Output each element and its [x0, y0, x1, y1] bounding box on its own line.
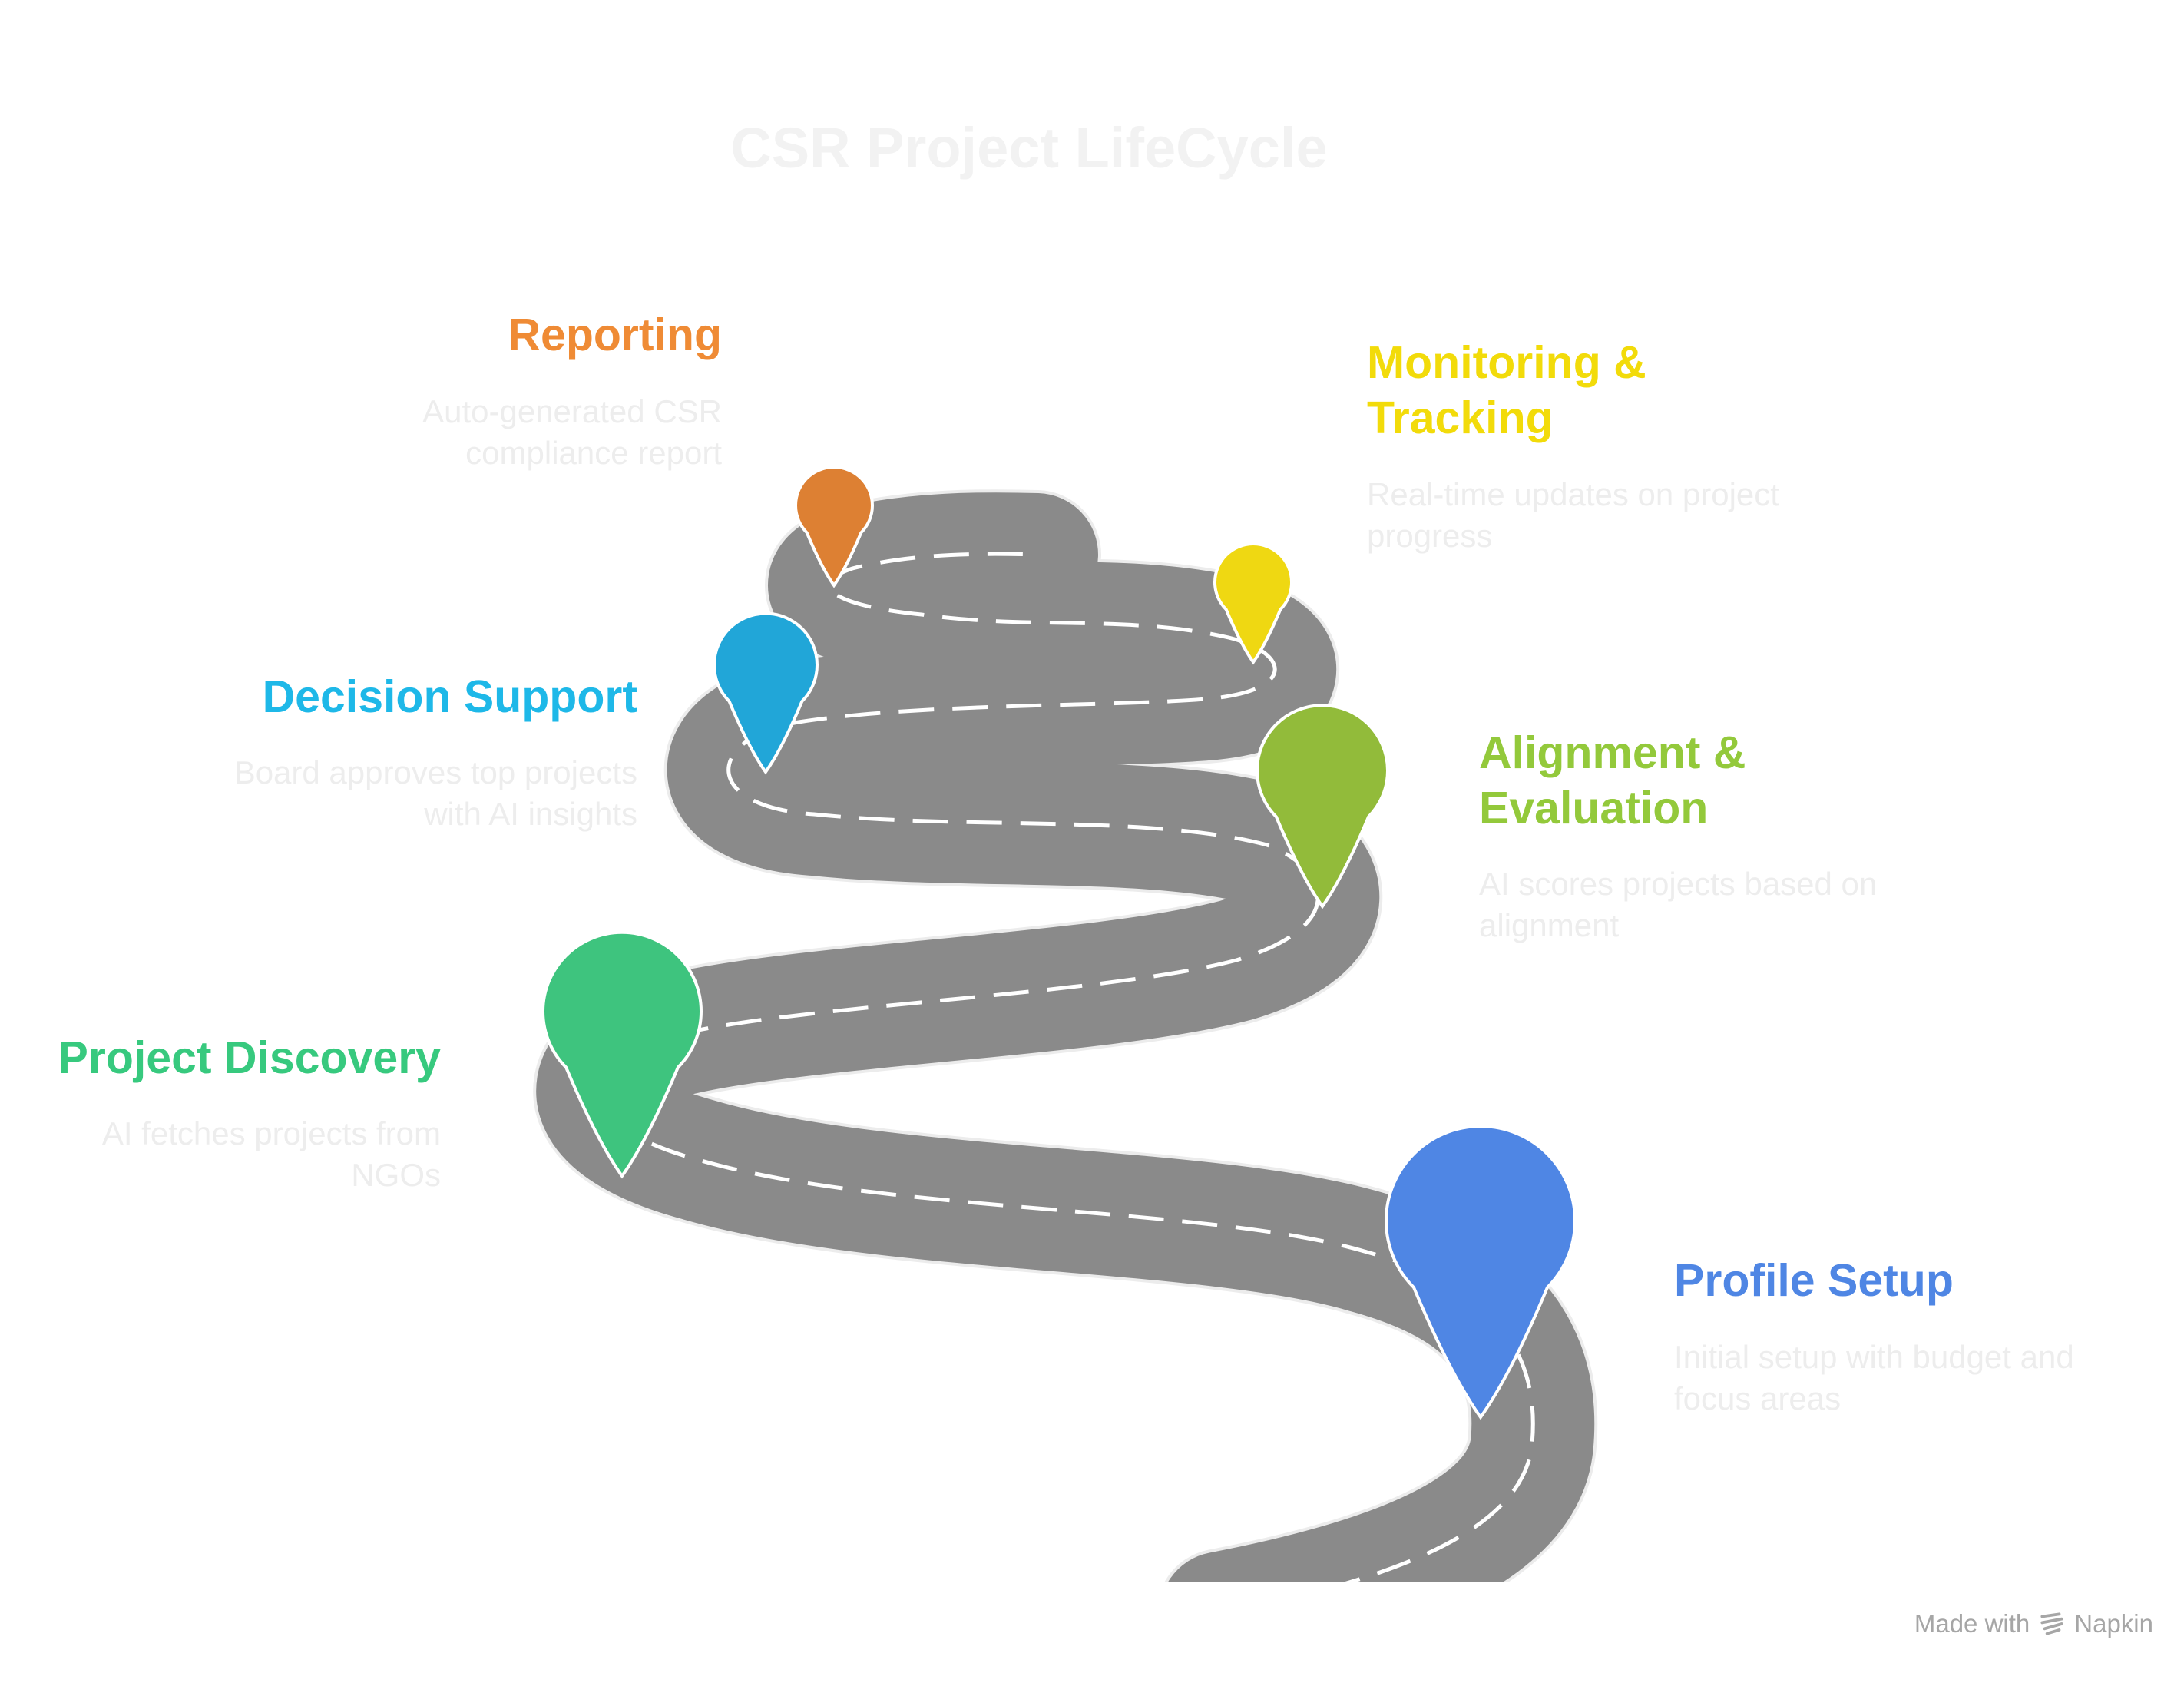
- made-with-napkin: Made with Napkin: [1914, 1609, 2153, 1638]
- map-pin-profile-icon: [1385, 1125, 1577, 1420]
- step-desc-decision: Board approves top projects with AI insi…: [233, 754, 637, 832]
- map-pin-reporting-icon: [794, 465, 874, 588]
- map-pin-alignment-icon: [1256, 704, 1389, 909]
- step-desc-discovery: AI fetches projects from NGOs: [101, 1115, 441, 1193]
- map-pin-monitoring-icon: [1213, 542, 1293, 665]
- step-title-monitoring: Monitoring & Tracking: [1367, 337, 1646, 443]
- napkin-logo-icon: [2040, 1612, 2063, 1635]
- step-desc-alignment: AI scores projects based on alignment: [1479, 866, 1878, 943]
- step-title-reporting: Reporting: [508, 310, 722, 360]
- diagram-title: CSR Project LifeCycle: [730, 116, 1328, 180]
- step-title-alignment: Alignment & Evaluation: [1479, 727, 1746, 833]
- napkin-brand: Napkin: [2074, 1609, 2153, 1638]
- step-title-discovery: Project Discovery: [58, 1032, 441, 1083]
- made-with-label: Made with: [1914, 1609, 2030, 1638]
- step-desc-profile: Initial setup with budget and focus area…: [1674, 1339, 2074, 1416]
- map-pin-discovery-icon: [541, 930, 703, 1179]
- step-desc-monitoring: Real-time updates on project progress: [1367, 476, 1779, 554]
- road-center-line: [595, 552, 1535, 1582]
- step-title-profile: Profile Setup: [1674, 1255, 1954, 1306]
- step-desc-reporting: Auto-generated CSR compliance report: [422, 393, 722, 471]
- step-title-decision: Decision Support: [262, 671, 637, 722]
- map-pin-decision-icon: [713, 611, 819, 775]
